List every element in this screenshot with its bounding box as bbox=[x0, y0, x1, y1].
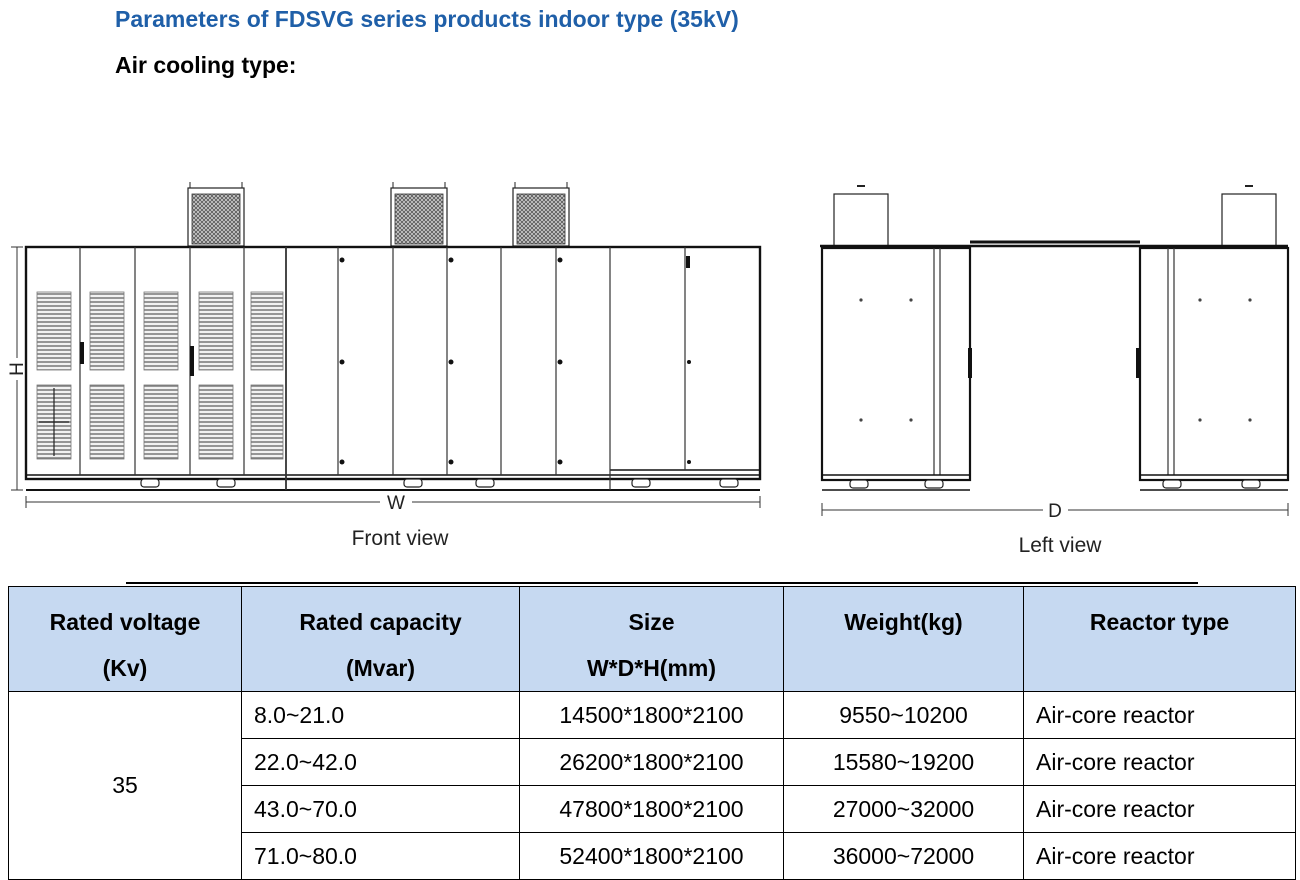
size-cell: 52400*1800*2100 bbox=[519, 832, 784, 880]
roof-fan-3 bbox=[512, 182, 570, 247]
front-view: W H Front view bbox=[7, 182, 762, 550]
header-rated-voltage-line2: (Kv) bbox=[102, 655, 148, 681]
header-reactor-type: Reactor type bbox=[1023, 586, 1296, 692]
weight-cell: 27000~32000 bbox=[783, 785, 1024, 833]
header-weight: Weight(kg) bbox=[783, 586, 1024, 692]
size-cell: 47800*1800*2100 bbox=[519, 785, 784, 833]
left-view-caption: Left view bbox=[1019, 534, 1103, 557]
capacity-cell: 71.0~80.0 bbox=[241, 832, 520, 880]
size-cell: 26200*1800*2100 bbox=[519, 738, 784, 786]
parameters-table: Rated voltage (Kv) Rated capacity (Mvar)… bbox=[8, 586, 1296, 880]
capacity-cell: 8.0~21.0 bbox=[241, 691, 520, 739]
header-rated-capacity-line2: (Mvar) bbox=[345, 655, 415, 681]
dimension-d-label: D bbox=[1048, 501, 1062, 522]
page-title: Parameters of FDSVG series products indo… bbox=[115, 6, 739, 32]
header-rated-capacity: Rated capacity (Mvar) bbox=[241, 586, 520, 692]
size-cell: 14500*1800*2100 bbox=[519, 691, 784, 739]
table-row: 71.0~80.0 52400*1800*2100 36000~72000 Ai… bbox=[9, 832, 1296, 880]
reactor-cell: Air-core reactor bbox=[1023, 785, 1296, 833]
table-top-rule bbox=[126, 582, 1198, 584]
weight-cell: 36000~72000 bbox=[783, 832, 1024, 880]
roof-fan-2 bbox=[390, 182, 448, 247]
front-view-caption: Front view bbox=[352, 527, 450, 550]
reactor-cell: Air-core reactor bbox=[1023, 832, 1296, 880]
capacity-cell: 22.0~42.0 bbox=[241, 738, 520, 786]
dimension-h-label: H bbox=[7, 362, 28, 376]
weight-cell: 15580~19200 bbox=[783, 738, 1024, 786]
header-reactor-type-line1: Reactor type bbox=[1089, 609, 1230, 635]
table-row: 35 8.0~21.0 14500*1800*2100 9550~10200 A… bbox=[8, 691, 1296, 880]
header-size-line1: Size bbox=[628, 609, 675, 635]
reactor-cell: Air-core reactor bbox=[1023, 738, 1296, 786]
section-subtitle: Air cooling type: bbox=[115, 52, 297, 78]
capacity-cell: 43.0~70.0 bbox=[241, 785, 520, 833]
rated-voltage-cell: 35 bbox=[8, 691, 242, 880]
header-size-line2: W*D*H(mm) bbox=[586, 655, 717, 681]
roof-fan-1 bbox=[187, 182, 245, 247]
cabinet-drawing: W H Front view bbox=[7, 182, 1290, 557]
dimension-w-label: W bbox=[387, 493, 405, 514]
left-view: D Left view bbox=[820, 185, 1290, 557]
reactor-cell: Air-core reactor bbox=[1023, 691, 1296, 739]
header-rated-capacity-line1: Rated capacity bbox=[299, 609, 462, 635]
header-size: Size W*D*H(mm) bbox=[519, 586, 784, 692]
weight-cell: 9550~10200 bbox=[783, 691, 1024, 739]
table-header-row: Rated voltage (Kv) Rated capacity (Mvar)… bbox=[8, 586, 1296, 692]
header-rated-voltage: Rated voltage (Kv) bbox=[8, 586, 242, 692]
header-rated-voltage-line1: Rated voltage bbox=[49, 609, 201, 635]
header-weight-line1: Weight(kg) bbox=[844, 609, 963, 635]
